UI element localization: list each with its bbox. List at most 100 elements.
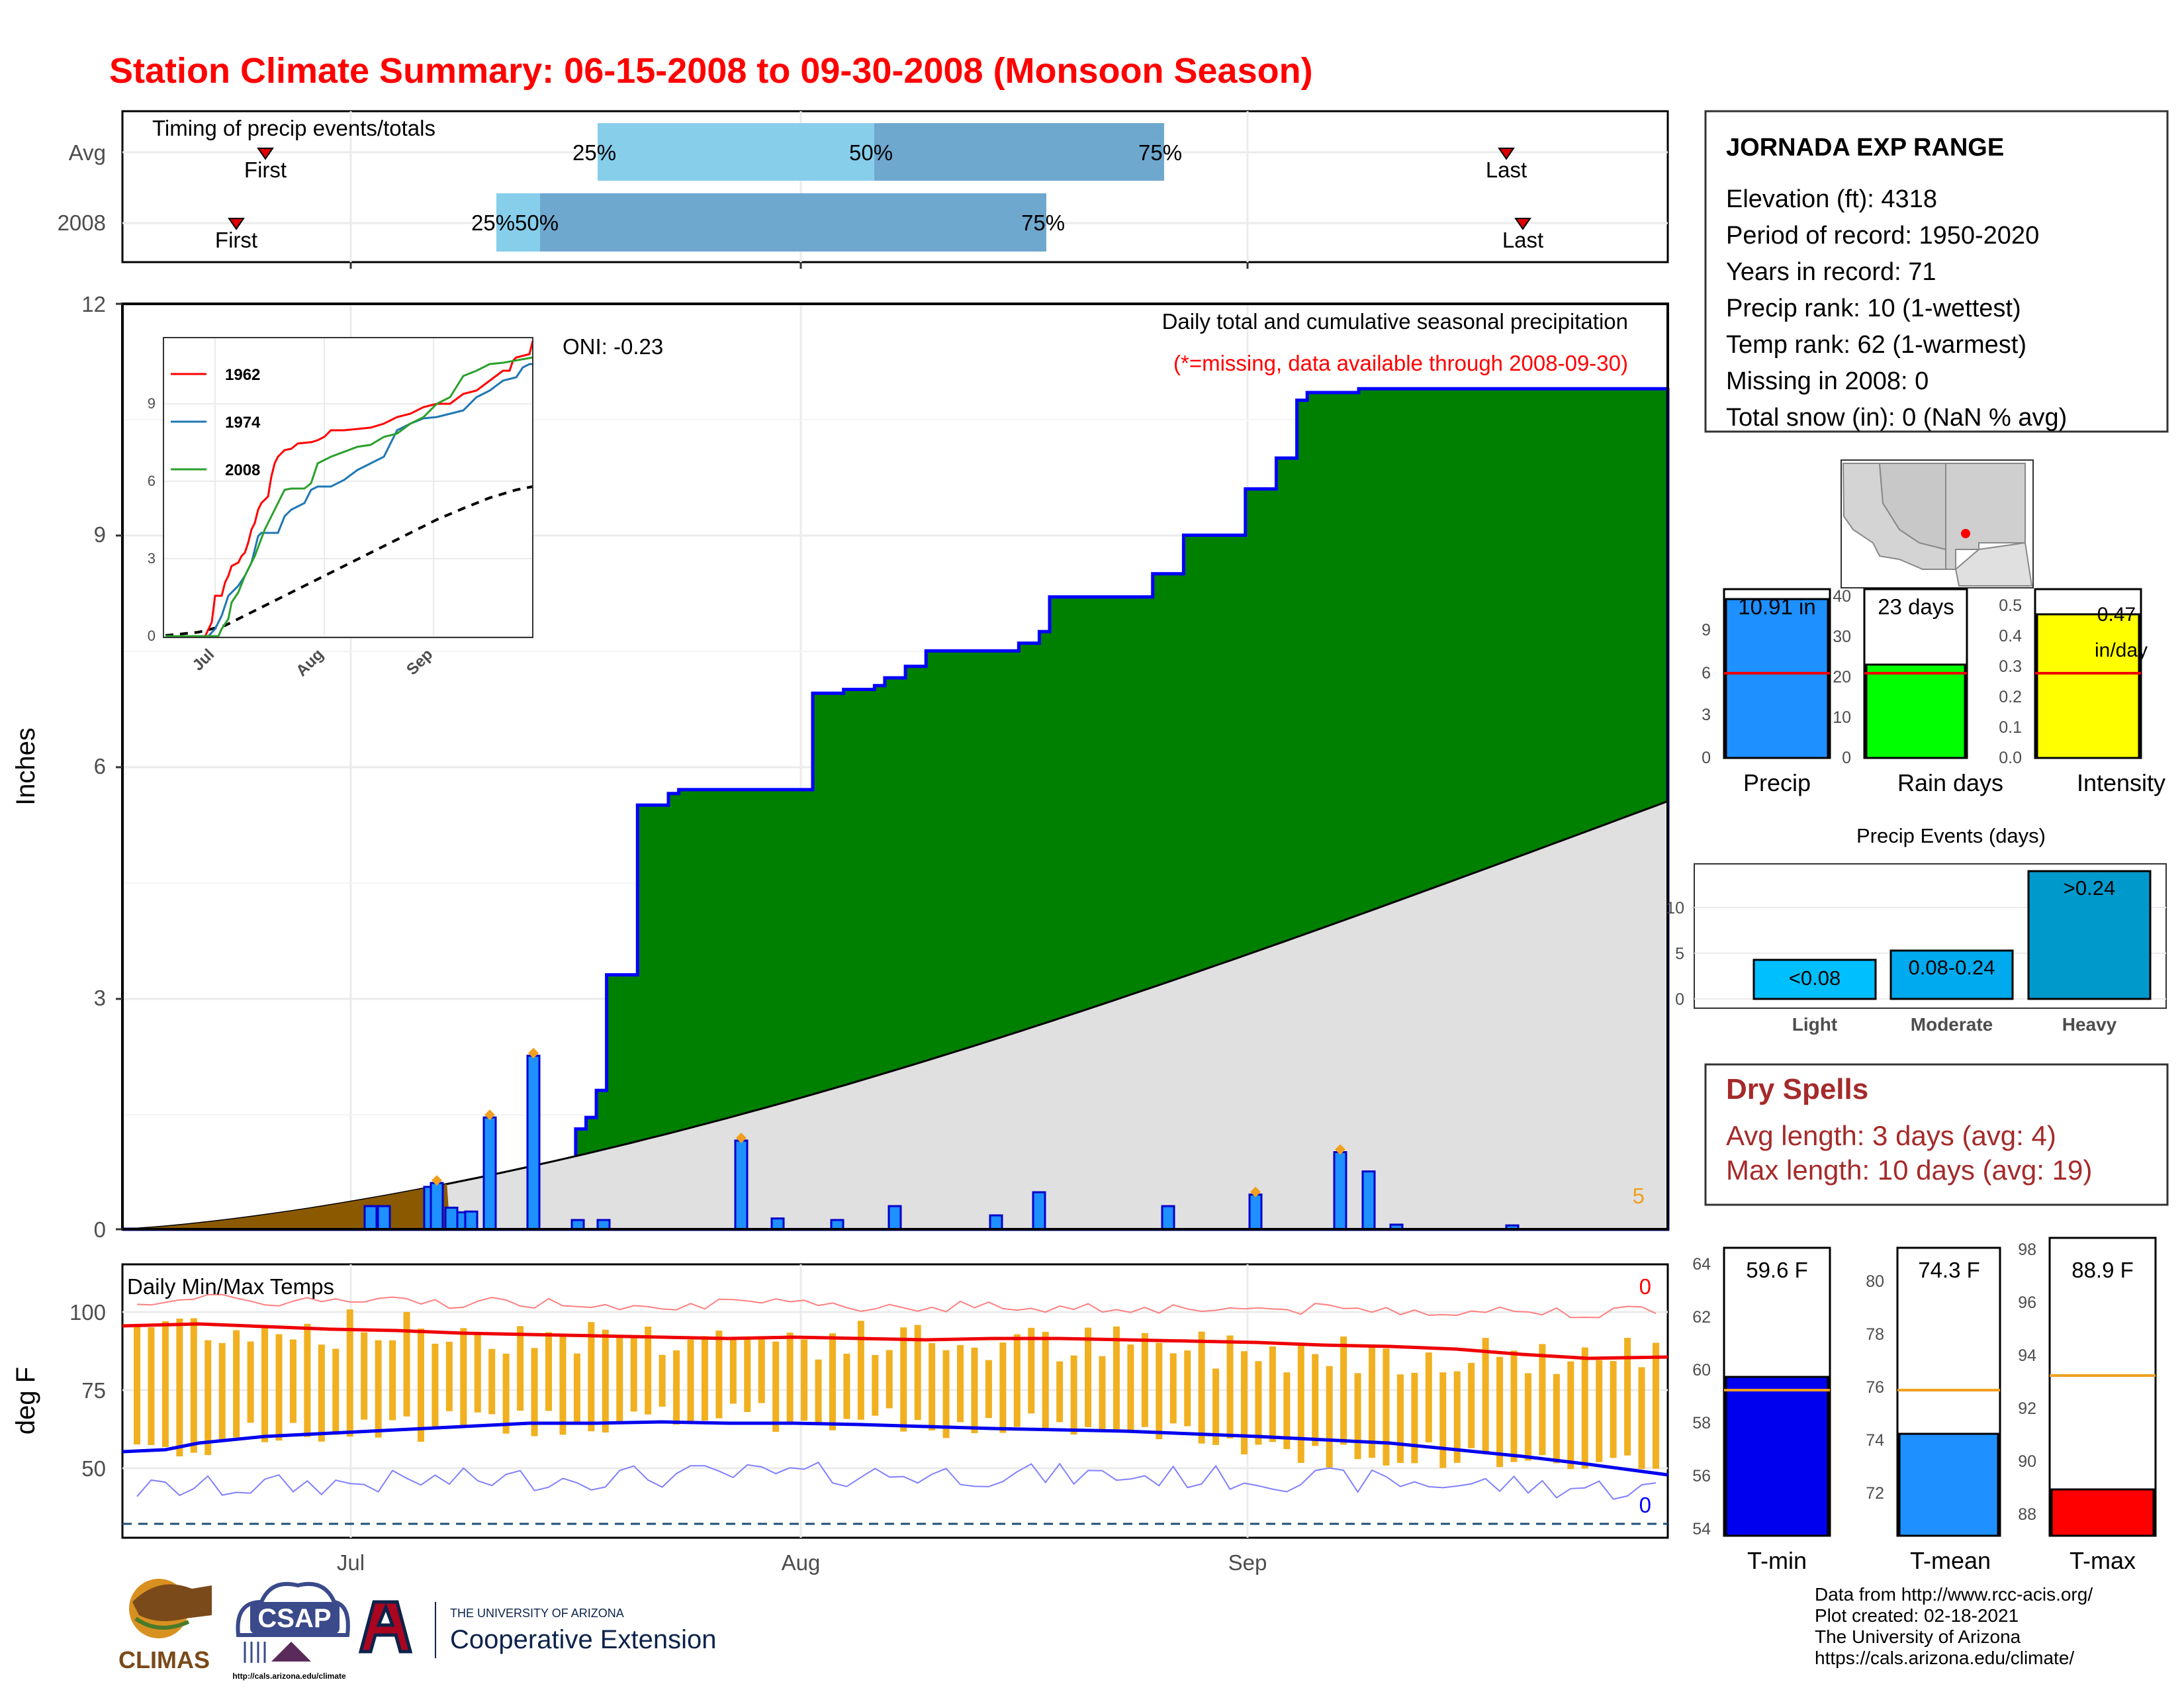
events-bar-heavy (2027, 870, 2152, 1000)
avg-last-marker (1498, 148, 1515, 160)
raindays-tick-0: 0 (1842, 749, 1851, 767)
csap-logo: CSAP http://cals.arizona.edu/climate (232, 1581, 350, 1681)
tmean-tick-80: 80 (1866, 1272, 1884, 1291)
events-label-light: <0.08 (1789, 966, 1841, 990)
oni-label: ONI: -0.23 (563, 334, 663, 359)
intensity-bar (2036, 613, 2140, 759)
precip-tick-3: 3 (1702, 706, 1711, 724)
precip-bar (1725, 598, 1829, 759)
intensity-label: Intensity (2077, 769, 2165, 796)
y2008-p25: 25% (471, 211, 515, 235)
locator-map (1841, 459, 2034, 588)
temp-ytick-75: 75 (81, 1378, 106, 1403)
tmean-label: T-mean (1910, 1547, 1991, 1574)
y2008-first-marker (228, 218, 245, 230)
month-aug: Aug (782, 1550, 821, 1575)
events-tick-0: 0 (1675, 990, 1684, 1009)
y-tick-6: 6 (94, 754, 106, 778)
precip-tick-0: 0 (1702, 749, 1711, 767)
intensity-tick-3: 0.3 (1999, 657, 2022, 676)
footer-line-0: Data from http://www.rcc-acis.org/ (1815, 1584, 2093, 1605)
y2008-last-label: Last (1502, 228, 1543, 252)
avg-bar-50-75 (874, 123, 1164, 181)
temp-count-min: 0 (1639, 1493, 1651, 1517)
intensity-tick-4: 0.4 (1999, 627, 2022, 645)
tmin-value: 59.6 F (1746, 1258, 1808, 1282)
footer: Data from http://www.rcc-acis.org/ Plot … (118, 1579, 2093, 1681)
y2008-bar-25-50 (496, 193, 540, 252)
y2008-p75: 75% (1021, 211, 1065, 235)
count-label: 5 (1633, 1184, 1645, 1208)
tmax-tick-96: 96 (2018, 1293, 2036, 1312)
tmean-tick-78: 78 (1866, 1325, 1884, 1344)
month-sep: Sep (1228, 1550, 1267, 1575)
tmax-tick-92: 92 (2018, 1399, 2036, 1418)
tmin-tick-54: 54 (1692, 1520, 1711, 1538)
events-tick-10: 10 (1666, 899, 1684, 917)
precip-events-chart: Precip Events (days) <0.08 0.08-0.24 >0.… (1666, 824, 2167, 1035)
intensity-tick-5: 0.5 (1999, 596, 2022, 615)
missing-note: (*=missing, data available through 2008-… (1173, 351, 1628, 375)
timing-title: Timing of precip events/totals (152, 116, 435, 140)
station-line-5: Missing in 2008: 0 (1726, 367, 1929, 395)
temp-ytick-100: 100 (69, 1300, 106, 1325)
inset-legend-1962: 1962 (225, 366, 260, 384)
tmin-label: T-min (1747, 1547, 1807, 1574)
record-max-line (136, 1293, 1657, 1319)
station-line-0: Elevation (ft): 4318 (1726, 185, 1937, 213)
y-tick-12: 12 (81, 292, 106, 316)
y-tick-9: 9 (94, 522, 106, 547)
station-name: JORNADA EXP RANGE (1726, 134, 2004, 162)
tmin-tick-58: 58 (1692, 1414, 1711, 1432)
tmax-tick-90: 90 (2018, 1452, 2036, 1471)
inset-chart: 0 3 6 9 Jul Aug Sep 1962 1974 2008 (148, 337, 534, 680)
main-subtitle: Daily total and cumulative seasonal prec… (1162, 309, 1628, 334)
raindays-tick-40: 40 (1833, 587, 1851, 606)
y-tick-3: 3 (94, 986, 106, 1010)
station-line-3: Precip rank: 10 (1-wettest) (1726, 295, 2021, 322)
intensity-value: 0.47 (2097, 604, 2136, 626)
inset-2008-line (165, 356, 533, 637)
tmax-tick-88: 88 (2018, 1505, 2036, 1524)
temp-chart: Daily Min/Max Temps 0 0 100 75 50 deg F … (11, 1263, 1669, 1575)
footer-line-3: https://cals.arizona.edu/climate/ (1815, 1648, 2074, 1668)
events-cat-moderate: Moderate (1911, 1014, 1993, 1035)
y-tick-0: 0 (94, 1217, 106, 1242)
avg-p75: 75% (1138, 140, 1182, 165)
station-info-box: JORNADA EXP RANGE Elevation (ft): 4318 P… (1704, 110, 2169, 433)
y2008-first-label: First (215, 228, 257, 252)
temp-ylabel: deg F (11, 1367, 40, 1434)
footer-line-2: The University of Arizona (1815, 1626, 2021, 1647)
precip-label: Precip (1743, 769, 1811, 796)
events-label-moderate: 0.08-0.24 (1909, 956, 1995, 979)
events-title: Precip Events (days) (1856, 824, 2046, 847)
tmax-bar (2050, 1488, 2155, 1537)
tmin-tick-62: 62 (1692, 1308, 1711, 1327)
avg-last-label: Last (1486, 158, 1527, 182)
precip-value: 10.91 in (1738, 594, 1815, 619)
climas-logo: CLIMAS (118, 1579, 212, 1673)
page-title: Station Climate Summary: 06-15-2008 to 0… (109, 51, 1313, 91)
y2008-last-marker (1514, 218, 1531, 230)
events-cat-light: Light (1792, 1014, 1837, 1035)
temp-count-max: 0 (1639, 1274, 1651, 1299)
tmean-tick-74: 74 (1866, 1431, 1884, 1450)
avg-max-line (122, 1322, 1668, 1360)
intensity-tick-1: 0.1 (1999, 718, 2022, 737)
inset-1962-line (165, 340, 534, 637)
events-tick-5: 5 (1675, 945, 1684, 963)
timing-row-avg: Avg (69, 140, 106, 165)
inset-legend-1974: 1974 (225, 414, 261, 432)
record-min-line (136, 1461, 1657, 1500)
inset-avg-line (165, 485, 533, 637)
inset-ytick-6: 6 (148, 473, 156, 489)
y2008-p50: 50% (515, 211, 559, 235)
inset-ytick-3: 3 (148, 550, 156, 567)
station-location-dot (1961, 529, 1970, 538)
ua-big-text: Cooperative Extension (450, 1625, 716, 1654)
tmax-label: T-max (2070, 1547, 2136, 1574)
raindays-bar (1865, 663, 1966, 759)
tmax-tick-94: 94 (2018, 1346, 2036, 1365)
main-precip-chart: Daily total and cumulative seasonal prec… (11, 292, 1670, 1242)
